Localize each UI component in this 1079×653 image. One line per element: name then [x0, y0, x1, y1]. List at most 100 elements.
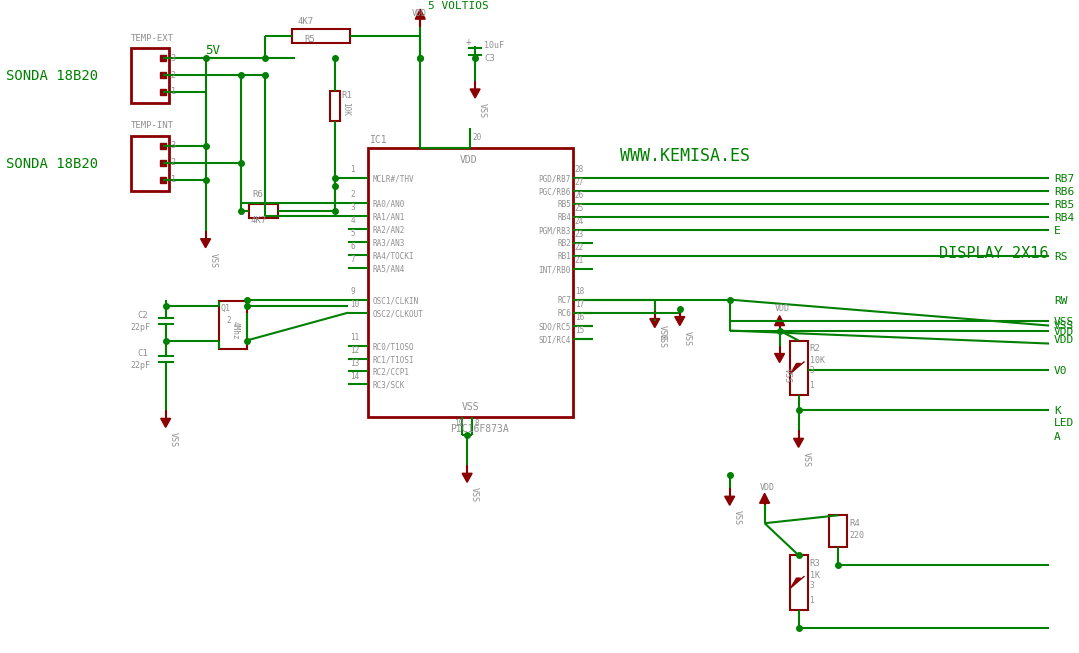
Text: 1: 1	[809, 381, 815, 390]
Bar	[368, 148, 573, 417]
Polygon shape	[791, 578, 801, 588]
Text: MCLR#/THV: MCLR#/THV	[372, 174, 414, 183]
Text: 5V: 5V	[206, 44, 220, 57]
Text: 20: 20	[473, 133, 481, 142]
Polygon shape	[793, 438, 804, 447]
Text: E: E	[1054, 226, 1061, 236]
Text: 12: 12	[351, 346, 359, 355]
Text: VSS: VSS	[1054, 321, 1075, 330]
Text: RW: RW	[1054, 296, 1067, 306]
Text: 13: 13	[351, 359, 359, 368]
Text: VSS: VSS	[478, 103, 487, 118]
Bar	[131, 48, 168, 103]
Text: 9: 9	[351, 287, 355, 296]
Text: A: A	[1054, 432, 1061, 442]
Text: TEMP-INT: TEMP-INT	[131, 121, 174, 131]
Text: Q1: Q1	[220, 304, 231, 313]
Text: 3: 3	[809, 581, 815, 590]
Text: 4K7: 4K7	[298, 16, 314, 25]
Text: RB7: RB7	[1054, 174, 1075, 184]
Text: 1: 1	[351, 165, 355, 174]
Text: VDD: VDD	[1054, 334, 1075, 345]
Text: INT/RB0: INT/RB0	[538, 265, 571, 274]
Polygon shape	[415, 9, 425, 19]
Text: VSS: VSS	[208, 253, 218, 268]
Text: 10uF: 10uF	[484, 40, 504, 50]
Polygon shape	[161, 419, 170, 428]
Text: 3: 3	[170, 54, 176, 63]
Text: 22pF: 22pF	[131, 323, 151, 332]
Text: SDI/RC4: SDI/RC4	[538, 335, 571, 344]
Text: RB5: RB5	[557, 200, 571, 210]
Text: RA3/AN3: RA3/AN3	[372, 238, 405, 247]
Text: VSS: VSS	[470, 487, 479, 502]
Text: C1: C1	[138, 349, 149, 358]
Text: 16: 16	[575, 313, 584, 322]
Text: 23: 23	[575, 231, 584, 239]
Text: K: K	[1054, 406, 1061, 417]
Text: 3: 3	[809, 366, 815, 375]
Text: RC6: RC6	[557, 309, 571, 318]
Text: 7: 7	[351, 255, 355, 264]
Text: VSS: VSS	[683, 330, 692, 345]
Text: RC0/T1OSO: RC0/T1OSO	[372, 342, 414, 351]
Text: RA1/AN1: RA1/AN1	[372, 212, 405, 221]
Text: VDD: VDD	[412, 8, 427, 18]
Text: 17: 17	[575, 300, 584, 309]
Polygon shape	[760, 493, 769, 503]
Text: R1: R1	[341, 91, 352, 101]
Bar	[790, 555, 807, 610]
Text: 10K: 10K	[809, 356, 824, 365]
Text: VSS: VSS	[658, 325, 667, 340]
Text: VSS: VSS	[733, 510, 741, 525]
Text: +: +	[465, 37, 472, 47]
Bar	[830, 515, 847, 547]
Text: VSS: VSS	[1054, 317, 1075, 326]
Text: RB6: RB6	[1054, 187, 1075, 197]
Text: PGC/RB6: PGC/RB6	[538, 187, 571, 197]
Text: V0: V0	[1054, 366, 1067, 377]
Text: R6: R6	[252, 190, 263, 199]
Text: R2: R2	[809, 344, 820, 353]
Text: 11: 11	[351, 333, 359, 342]
Polygon shape	[725, 496, 735, 505]
Text: OSC2/CLKOUT: OSC2/CLKOUT	[372, 309, 423, 318]
Text: RB1: RB1	[557, 252, 571, 261]
Text: 2: 2	[170, 159, 176, 167]
Text: WWW.KEMISA.ES: WWW.KEMISA.ES	[619, 147, 750, 165]
Text: 1: 1	[170, 176, 176, 184]
Text: 1K: 1K	[809, 571, 820, 580]
Text: 10: 10	[351, 300, 359, 309]
Text: RC3/SCK: RC3/SCK	[372, 381, 405, 390]
Polygon shape	[470, 89, 480, 98]
Text: 3: 3	[170, 142, 176, 150]
Text: VDD: VDD	[460, 155, 478, 165]
Polygon shape	[775, 353, 784, 362]
Text: 1: 1	[170, 88, 176, 97]
Text: 22pF: 22pF	[131, 361, 151, 370]
Polygon shape	[674, 317, 685, 326]
Polygon shape	[791, 364, 801, 374]
Bar	[131, 136, 168, 191]
Text: RC1/T1OSI: RC1/T1OSI	[372, 355, 414, 364]
Text: 28: 28	[575, 165, 584, 174]
Text: RB5: RB5	[1054, 200, 1075, 210]
Text: VSS: VSS	[168, 432, 178, 447]
Text: 1: 1	[809, 596, 815, 605]
Text: 2: 2	[351, 190, 355, 199]
Text: 2: 2	[227, 316, 231, 325]
Bar	[292, 29, 351, 43]
Text: SONDA 18B20: SONDA 18B20	[6, 157, 98, 171]
Text: RS: RS	[1054, 251, 1067, 262]
Text: TEMP-EXT: TEMP-EXT	[131, 33, 174, 42]
Text: C3: C3	[484, 54, 495, 63]
Text: RC7: RC7	[557, 296, 571, 305]
Text: RB4: RB4	[1054, 213, 1075, 223]
Text: R4: R4	[849, 518, 860, 528]
Text: VDD: VDD	[760, 483, 775, 492]
Text: 10K: 10K	[341, 102, 351, 116]
Text: PIC16F873A: PIC16F873A	[450, 424, 509, 434]
Text: 25: 25	[575, 204, 584, 214]
Text: DISPLAY 2X16: DISPLAY 2X16	[940, 246, 1049, 261]
Polygon shape	[201, 239, 210, 247]
